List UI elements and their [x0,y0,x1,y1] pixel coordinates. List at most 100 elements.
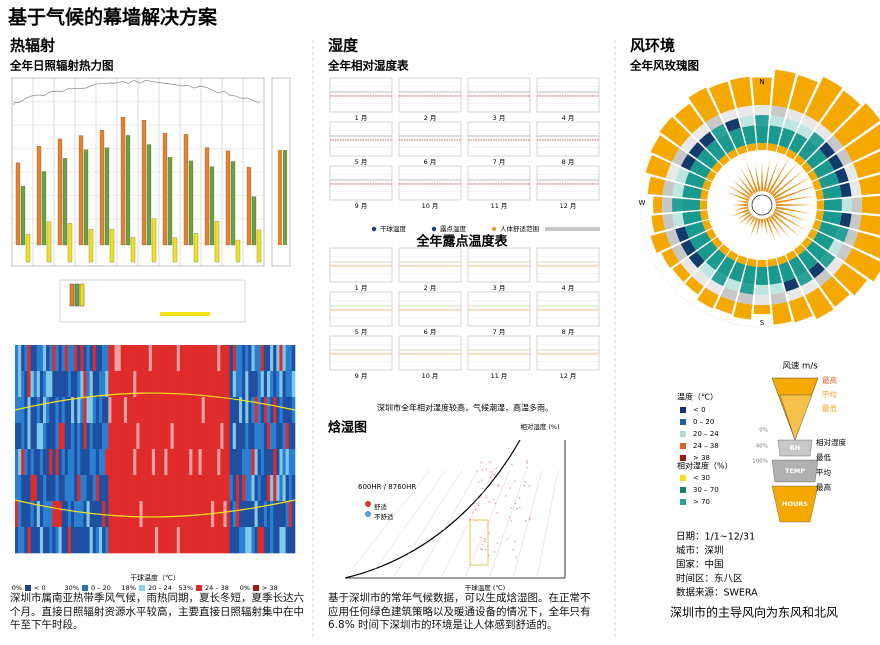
heatmap-cell [195,475,199,502]
heatmap-cell [232,475,237,502]
heatmap-cell [232,449,237,476]
data-dot [524,520,527,522]
heatmap-cell [46,527,50,554]
heatmap-cell [245,475,249,502]
info-line: 时间区：东八区 [676,573,743,585]
heatmap-cell [263,475,268,502]
heatmap-cell [285,501,290,528]
heatmap-cell [95,475,100,502]
trend-line [13,79,261,105]
section-subtitle: 全年露点温度表 [415,234,508,250]
rose-ring [720,108,738,124]
heatmap-cell [158,527,162,554]
rose-spike [745,160,759,193]
heatmap-cell [36,501,41,528]
data-dot [524,481,526,483]
heatmap-cell [130,449,134,476]
heatmap-cell [46,371,50,398]
legend-title: 相对湿度（%） [677,461,733,471]
heatmap-cell [64,371,69,398]
heatmap-cell [158,397,162,424]
heatmap-cell [89,371,94,398]
rose-ring [767,258,778,267]
direction-label: S [760,319,765,327]
info-line: 数据来源：SWERA [676,587,758,599]
rose-bar [833,103,880,147]
speed-title: 风速 m/s [782,362,818,372]
heatmap-cell [86,423,90,450]
bar [151,218,157,263]
heatmap-cell [291,501,296,528]
legend-pct: 0% [12,584,22,592]
heatmap-cell [248,371,252,398]
data-dot [514,502,517,505]
heatmap-cell [254,397,258,424]
bar [99,130,105,246]
heatmap-cell [33,501,38,528]
heatmap-cell [164,397,168,424]
bar [204,147,210,246]
rose-ring [796,123,813,140]
rose-ring [798,249,819,271]
month-label: 5 月 [355,328,368,336]
heatmap-cell [83,397,87,424]
data-dot [526,466,528,469]
heatmap-cell [49,423,53,450]
heatmap-cell [86,449,90,476]
heatmap-cell [127,475,131,502]
heatmap-cell [273,501,277,528]
rose-ring [798,139,819,161]
legend-pct: 0% [240,584,250,592]
heatmap-cell [186,423,190,450]
heatmap-cell [279,501,283,528]
heatmap-cell [123,397,128,424]
heatmap-cell [145,371,150,398]
rose-spike [771,213,801,238]
heatmap-cell [291,449,296,476]
heatmap-cell [151,449,156,476]
heatmap-cell [24,449,28,476]
rose-spike [774,208,809,222]
rh-line [464,469,511,579]
heatmap-cell [108,423,112,450]
rose-ring [700,200,708,210]
month-label: 6 月 [424,328,437,336]
heatmap-cell [282,449,286,476]
rose-spike [768,216,781,238]
rose-ring [698,262,716,279]
legend-label: 24 – 38 [205,584,229,592]
rose-ring [806,241,828,262]
heatmap-cell [123,527,128,554]
heatmap-cell [263,501,268,528]
heatmap-cell [291,423,296,450]
heatmap-cell [95,527,100,554]
heatmap-cell [183,449,187,476]
rose-bar [753,304,771,315]
rose-ring [705,114,724,131]
bar [57,138,63,246]
heatmap-cell [136,345,140,372]
bar [193,233,199,263]
heatmap-cell [235,527,240,554]
band-label: 平均 [816,467,831,477]
heatmap-cell [30,475,34,502]
heatmap-cell [133,371,137,398]
heatmap-cell [276,371,280,398]
heatmap-cell [248,475,252,502]
heatmap-cell [43,345,47,372]
heatmap-cell [130,397,134,424]
heatmap-cell [114,449,118,476]
heatmap-cell [151,423,156,450]
data-dot [506,538,509,540]
heatmap-cell [263,345,268,372]
heatmap-cell [270,475,274,502]
rose-spike [735,200,749,204]
heatmap-cell [83,423,87,450]
data-dot [493,551,496,553]
heatmap-cell [207,423,212,450]
rose-ring [739,282,755,295]
rose-bar [858,174,880,196]
heatmap-cell [267,371,271,398]
rose-ring [726,250,739,261]
month-label: 8 月 [562,328,575,336]
